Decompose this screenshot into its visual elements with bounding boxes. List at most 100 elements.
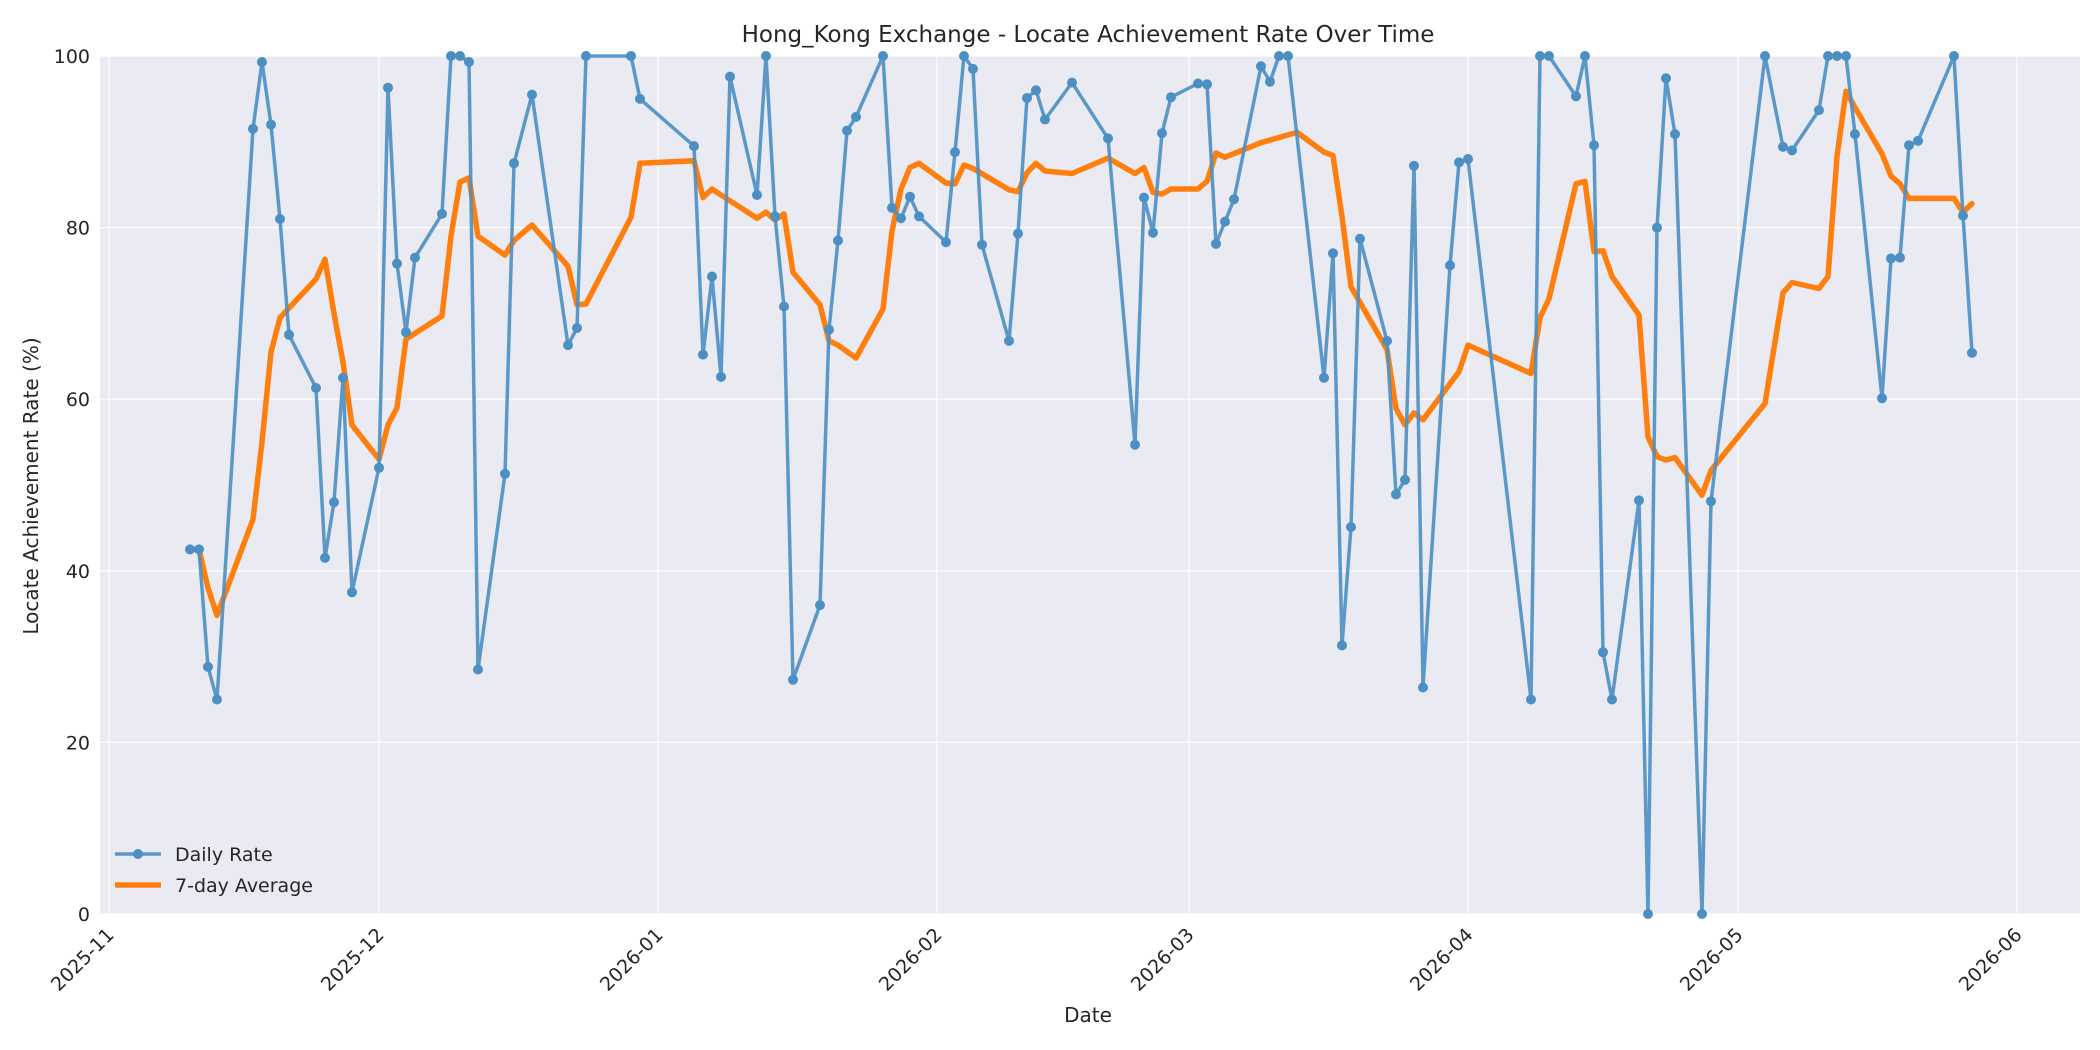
data-point-daily-rate <box>941 237 951 248</box>
data-point-daily-rate <box>1445 260 1455 271</box>
data-point-daily-rate <box>878 51 888 61</box>
data-point-daily-rate <box>1814 105 1824 116</box>
data-point-daily-rate <box>779 301 789 312</box>
data-point-daily-rate <box>1643 909 1653 919</box>
data-point-daily-rate <box>311 383 321 393</box>
data-point-daily-rate <box>1382 335 1392 346</box>
data-point-daily-rate <box>1166 92 1176 103</box>
data-point-daily-rate <box>572 323 582 333</box>
data-point-daily-rate <box>284 329 294 340</box>
data-point-daily-rate <box>329 497 339 508</box>
data-point-daily-rate <box>788 674 798 685</box>
data-point-daily-rate <box>1229 194 1239 205</box>
series-daily-rate <box>185 51 1977 919</box>
legend-label-7-day-average: 7-day Average <box>175 875 313 897</box>
data-point-daily-rate <box>275 214 285 224</box>
data-point-daily-rate <box>914 211 924 222</box>
series-line-7-day-average <box>187 88 1975 619</box>
data-point-daily-rate <box>1958 210 1968 221</box>
y-tick-label: 60 <box>66 389 90 411</box>
data-point-daily-rate <box>374 462 384 473</box>
data-point-daily-rate <box>383 82 393 93</box>
data-point-daily-rate <box>1913 135 1923 146</box>
data-point-daily-rate <box>1697 909 1707 919</box>
plot-area <box>100 56 2080 914</box>
data-point-daily-rate <box>1535 51 1545 61</box>
data-point-daily-rate <box>509 158 519 169</box>
data-point-daily-rate <box>1580 51 1590 61</box>
data-point-daily-rate <box>833 235 843 246</box>
legend-marker-daily-rate <box>133 849 143 859</box>
data-point-daily-rate <box>347 587 357 598</box>
data-point-daily-rate <box>1598 647 1608 658</box>
data-point-daily-rate <box>1139 192 1149 203</box>
y-tick-label: 0 <box>78 904 90 926</box>
x-tick-label: 2026-04 <box>1406 924 1478 996</box>
data-point-daily-rate <box>1211 238 1221 249</box>
data-point-daily-rate <box>707 271 717 282</box>
data-point-daily-rate <box>581 51 591 61</box>
data-point-daily-rate <box>1130 439 1140 450</box>
data-point-daily-rate <box>1040 114 1050 125</box>
data-point-daily-rate <box>392 258 402 269</box>
data-point-daily-rate <box>1886 253 1896 264</box>
data-point-daily-rate <box>1148 227 1158 238</box>
x-tick-label: 2026-03 <box>1127 924 1199 996</box>
legend: Daily Rate 7-day Average <box>115 844 313 897</box>
data-point-daily-rate <box>194 544 204 555</box>
x-tick-label: 2025-11 <box>47 924 119 996</box>
data-point-daily-rate <box>212 694 222 705</box>
data-point-daily-rate <box>500 468 510 479</box>
data-point-daily-rate <box>1004 335 1014 346</box>
data-point-daily-rate <box>1346 522 1356 532</box>
data-point-daily-rate <box>1832 51 1842 61</box>
data-point-daily-rate <box>1067 77 1077 88</box>
data-point-daily-rate <box>320 552 330 563</box>
x-axis-ticks: 2025-11 2025-12 2026-01 2026-02 2026-03 2026-… <box>47 924 2027 996</box>
data-point-daily-rate <box>1787 145 1797 156</box>
data-point-daily-rate <box>716 371 726 382</box>
data-point-daily-rate <box>824 324 834 335</box>
data-point-daily-rate <box>1409 160 1419 171</box>
data-point-daily-rate <box>725 71 735 82</box>
data-point-daily-rate <box>437 208 447 219</box>
data-point-daily-rate <box>473 664 483 675</box>
data-point-daily-rate <box>1103 133 1113 144</box>
data-point-daily-rate <box>1607 694 1617 705</box>
data-point-daily-rate <box>203 661 213 672</box>
data-point-daily-rate <box>815 600 825 611</box>
data-point-daily-rate <box>1157 128 1167 139</box>
data-point-daily-rate <box>401 327 411 338</box>
data-point-daily-rate <box>1634 495 1644 506</box>
y-tick-label: 100 <box>54 46 90 68</box>
series-7-day-average <box>187 88 1975 619</box>
data-point-daily-rate <box>1193 78 1203 89</box>
grid <box>100 55 2080 915</box>
data-point-daily-rate <box>1823 51 1833 61</box>
data-point-daily-rate <box>1778 141 1788 152</box>
data-point-daily-rate <box>968 63 978 74</box>
data-point-daily-rate <box>1895 252 1905 263</box>
data-point-daily-rate <box>1328 248 1338 259</box>
x-axis-label: Date <box>1064 1003 1112 1027</box>
data-point-daily-rate <box>1661 73 1671 84</box>
data-point-daily-rate <box>1463 154 1473 164</box>
data-point-daily-rate <box>1220 216 1230 227</box>
data-point-daily-rate <box>1355 233 1365 244</box>
data-point-daily-rate <box>1031 85 1041 96</box>
data-point-daily-rate <box>896 213 906 224</box>
data-point-daily-rate <box>842 125 852 136</box>
data-point-daily-rate <box>1544 51 1554 61</box>
x-tick-label: 2026-01 <box>596 924 668 996</box>
data-point-daily-rate <box>1418 682 1428 693</box>
data-point-daily-rate <box>455 51 465 61</box>
y-tick-label: 80 <box>66 218 90 240</box>
data-point-daily-rate <box>1526 694 1536 705</box>
data-point-daily-rate <box>1904 140 1914 151</box>
data-point-daily-rate <box>1571 91 1581 102</box>
data-point-daily-rate <box>1265 76 1275 87</box>
data-point-daily-rate <box>527 89 537 100</box>
data-point-daily-rate <box>959 51 969 61</box>
data-point-daily-rate <box>689 141 699 152</box>
